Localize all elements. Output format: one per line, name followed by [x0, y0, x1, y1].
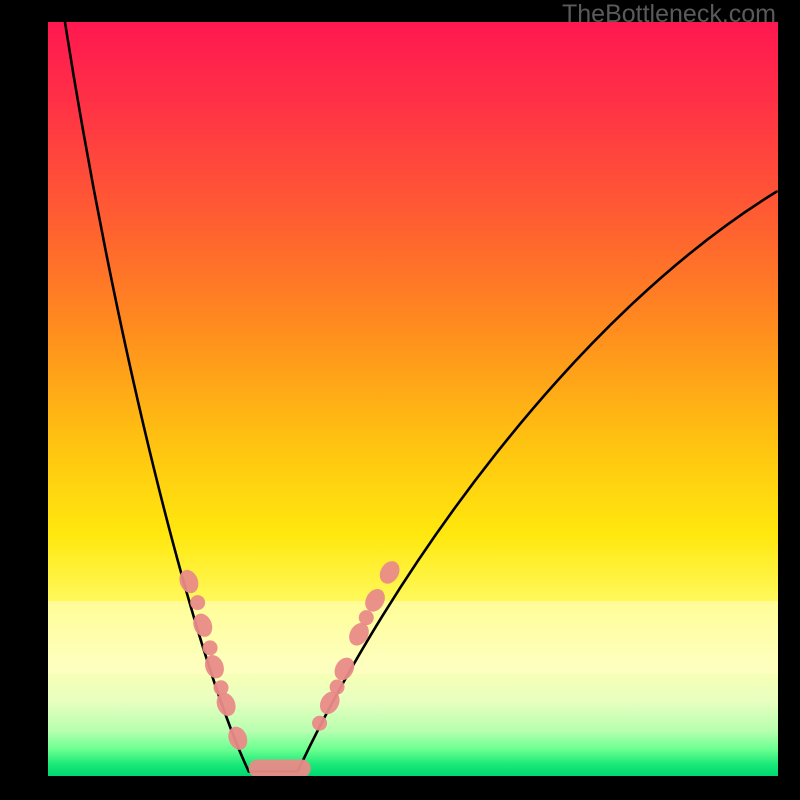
pale-band: [48, 601, 778, 674]
chart-stage: TheBottleneck.com: [0, 0, 800, 800]
marker-dot: [330, 680, 345, 695]
marker-dot: [203, 640, 218, 655]
marker-dot: [214, 680, 229, 695]
plot-svg: [48, 22, 778, 776]
plot-area: [48, 22, 778, 776]
marker-dot: [190, 595, 205, 610]
marker-dot: [312, 716, 327, 731]
marker-pill: [249, 759, 311, 776]
marker-dot: [359, 610, 374, 625]
watermark-text: TheBottleneck.com: [562, 0, 776, 29]
